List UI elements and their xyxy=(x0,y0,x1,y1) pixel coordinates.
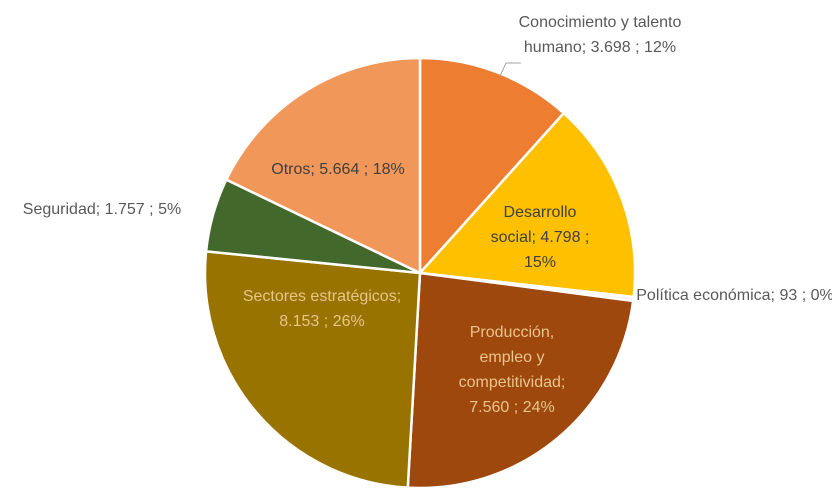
percent-label: 0% xyxy=(810,287,832,304)
separator: ; xyxy=(363,161,369,178)
value-label: 93 xyxy=(779,287,798,304)
pie-slice xyxy=(406,271,635,490)
category-label: Seguridad xyxy=(22,201,96,218)
pie-slice xyxy=(418,56,566,277)
separator: ; xyxy=(531,229,536,246)
percent-label: 24% xyxy=(522,399,555,416)
percent-label: 5% xyxy=(158,201,182,218)
data-label: Desarrollo social; 4.798 ; 15% xyxy=(485,200,595,275)
separator: ; xyxy=(801,287,807,304)
separator: ; xyxy=(513,399,519,416)
pie-slice xyxy=(224,56,422,275)
percent-label: 12% xyxy=(644,39,677,56)
separator: ; xyxy=(581,39,587,56)
category-label: Desarrollo social xyxy=(490,204,577,246)
category-label: Política económica xyxy=(636,287,771,304)
category-label: Otros xyxy=(271,161,311,178)
value-label: 5.664 xyxy=(319,161,360,178)
separator: ; xyxy=(310,161,315,178)
separator: ; xyxy=(635,39,640,56)
data-label: Conocimiento y talento humano; 3.698 ; 1… xyxy=(510,10,690,60)
leader-line xyxy=(499,62,521,77)
value-label: 4.798 xyxy=(540,229,581,246)
data-label: Producción, empleo y competitividad; 7.5… xyxy=(442,320,582,420)
separator: ; xyxy=(584,229,590,246)
value-label: 3.698 xyxy=(590,39,631,56)
data-label: Sectores estratégicos; 8.153 ; 26% xyxy=(232,284,412,334)
data-label: Otros; 5.664 ; 18% xyxy=(263,157,413,182)
percent-label: 18% xyxy=(372,161,405,178)
separator: ; xyxy=(323,313,329,330)
percent-label: 15% xyxy=(523,254,557,271)
category-label: Conocimiento y talento humano xyxy=(518,14,682,56)
data-label: Política económica; 93 ; 0% xyxy=(635,283,832,308)
separator: ; xyxy=(560,374,566,391)
percent-label: 26% xyxy=(332,313,365,330)
value-label: 8.153 xyxy=(279,313,320,330)
pie-slice xyxy=(417,111,637,299)
separator: ; xyxy=(95,201,101,218)
separator: ; xyxy=(770,287,775,304)
pie-slice xyxy=(203,249,422,489)
value-label: 1.757 xyxy=(104,201,145,218)
category-label: Sectores estratégicos xyxy=(242,288,397,305)
separator: ; xyxy=(396,288,402,305)
category-label: Producción, empleo y competitividad xyxy=(458,324,561,391)
data-label: Seguridad; 1.757 ; 5% xyxy=(0,197,207,222)
separator: ; xyxy=(149,201,154,218)
value-label: 7.560 xyxy=(469,399,510,416)
